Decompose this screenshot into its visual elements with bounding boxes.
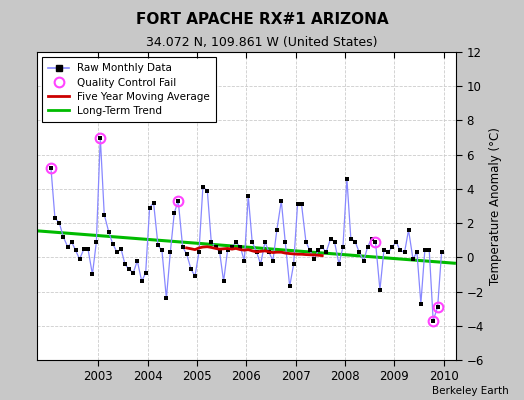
Text: Berkeley Earth: Berkeley Earth: [432, 386, 508, 396]
Text: FORT APACHE RX#1 ARIZONA: FORT APACHE RX#1 ARIZONA: [136, 12, 388, 27]
Y-axis label: Temperature Anomaly (°C): Temperature Anomaly (°C): [489, 127, 502, 285]
Legend: Raw Monthly Data, Quality Control Fail, Five Year Moving Average, Long-Term Tren: Raw Monthly Data, Quality Control Fail, …: [42, 57, 216, 122]
Text: 34.072 N, 109.861 W (United States): 34.072 N, 109.861 W (United States): [146, 36, 378, 49]
